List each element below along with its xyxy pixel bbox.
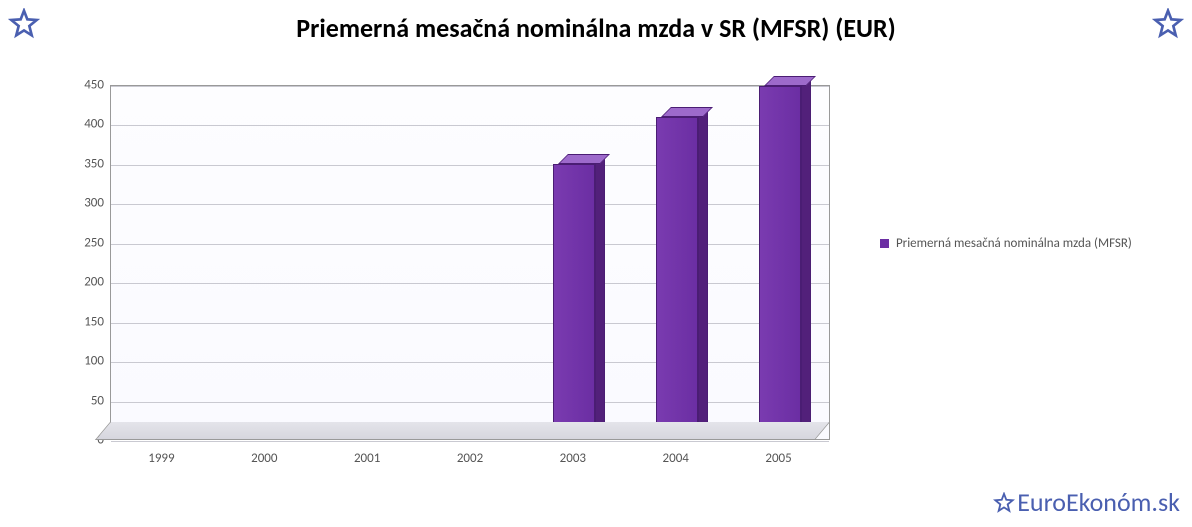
x-tick-label: 1999 (148, 451, 174, 466)
y-tick-label: 250 (84, 235, 104, 250)
legend-label: Priemerná mesačná nominálna mzda (MFSR) (896, 235, 1151, 253)
bar (656, 117, 698, 439)
star-icon (8, 8, 40, 40)
x-tick-label: 2005 (765, 451, 791, 466)
x-tick-label: 2003 (560, 451, 586, 466)
y-tick-label: 350 (84, 156, 104, 171)
y-tick-label: 200 (84, 275, 104, 290)
y-tick-label: 50 (91, 393, 104, 408)
star-icon (1152, 8, 1184, 40)
x-tick-label: 2004 (663, 451, 689, 466)
x-tick-label: 2001 (354, 451, 380, 466)
plot-area (110, 85, 830, 440)
chart-area: 050100150200250300350400450 199920002001… (60, 75, 850, 475)
legend: Priemerná mesačná nominálna mzda (MFSR) (880, 235, 1170, 253)
y-tick-label: 300 (84, 196, 104, 211)
star-icon (993, 489, 1015, 521)
bar (553, 164, 595, 439)
y-tick-label: 450 (84, 78, 104, 93)
x-tick-label: 2002 (457, 451, 483, 466)
watermark: EuroEkonóm.sk (993, 486, 1180, 521)
chart-title: Priemerná mesačná nominálna mzda v SR (M… (0, 0, 1192, 44)
y-tick-label: 400 (84, 117, 104, 132)
watermark-text: EuroEkonóm.sk (1017, 486, 1180, 518)
chart-floor (95, 422, 830, 440)
gridline (111, 441, 829, 442)
legend-marker (880, 239, 889, 248)
bar (759, 86, 801, 439)
y-tick-label: 150 (84, 314, 104, 329)
y-axis: 050100150200250300350400450 (60, 75, 108, 440)
x-tick-label: 2000 (251, 451, 277, 466)
y-tick-label: 100 (84, 354, 104, 369)
x-axis: 1999 2000 2001 2002 2003 2004 2005 (110, 445, 830, 475)
